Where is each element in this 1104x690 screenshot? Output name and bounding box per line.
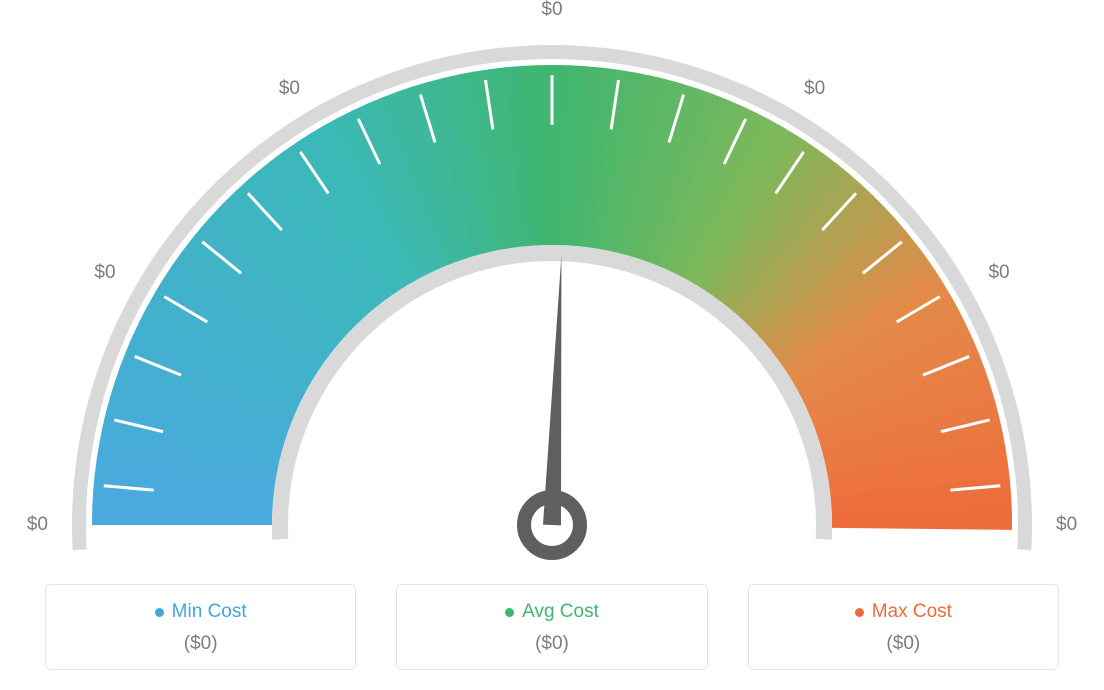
gauge-tick-label: $0 (541, 0, 562, 21)
dot-icon (155, 608, 164, 617)
legend-value: ($0) (407, 633, 696, 655)
gauge-tick-label: $0 (804, 78, 825, 100)
gauge-tick-label: $0 (1056, 514, 1077, 536)
dot-icon (505, 608, 514, 617)
gauge-tick-label: $0 (279, 78, 300, 100)
legend-label: Min Cost (172, 601, 247, 623)
legend-title-avg: Avg Cost (505, 601, 599, 623)
legend-label: Max Cost (872, 601, 952, 623)
gauge-tick-label: $0 (988, 262, 1009, 284)
legend-title-min: Min Cost (155, 601, 247, 623)
legend-card-avg: Avg Cost ($0) (396, 584, 707, 670)
cost-gauge-chart: $0 $0 $0 $0 $0 $0 $0 Min Cost ($0) Avg Cost ($… (0, 0, 1104, 690)
gauge-tick-label: $0 (27, 514, 48, 536)
legend-label: Avg Cost (522, 601, 599, 623)
legend-value: ($0) (56, 633, 345, 655)
gauge-svg (0, 0, 1104, 560)
legend-card-min: Min Cost ($0) (45, 584, 356, 670)
legend-title-max: Max Cost (855, 601, 952, 623)
dot-icon (855, 608, 864, 617)
gauge-tick-label: $0 (94, 262, 115, 284)
legend-row: Min Cost ($0) Avg Cost ($0) Max Cost ($0… (45, 584, 1059, 670)
legend-value: ($0) (759, 633, 1048, 655)
legend-card-max: Max Cost ($0) (748, 584, 1059, 670)
